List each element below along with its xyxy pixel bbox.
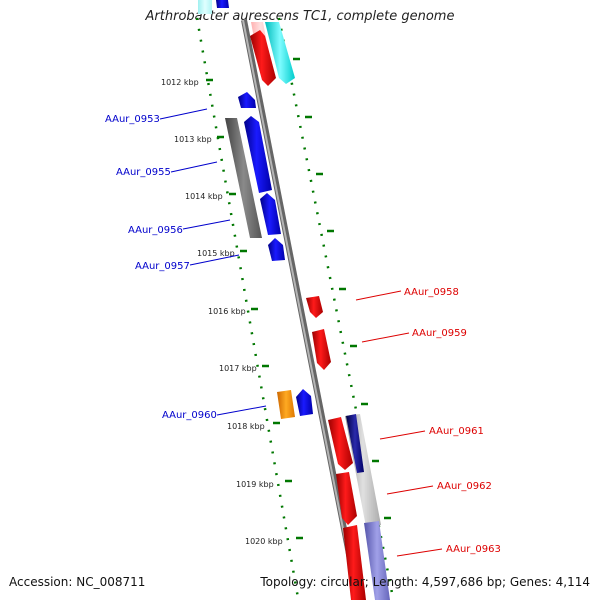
genome-summary-text: Topology: circular; Length: 4,597,686 bp… — [260, 575, 590, 589]
gene-feature-red[interactable] — [250, 30, 276, 86]
kbp-label: 1018 kbp — [227, 422, 265, 431]
kbp-label: 1013 kbp — [174, 135, 212, 144]
accession-text: Accession: NC_008711 — [9, 575, 146, 589]
kbp-label: 1020 kbp — [245, 537, 283, 546]
gene-labels: AAur_0953 AAur_0955 AAur_0956 AAur_0957 … — [105, 114, 501, 555]
gene-feature-blue[interactable] — [216, 0, 229, 8]
leader-line-AAur_0963 — [396, 548, 443, 557]
gene-label[interactable]: AAur_0958 — [404, 287, 459, 298]
gene-feature-lavender[interactable] — [364, 521, 390, 600]
leader-line-AAur_0960 — [216, 405, 267, 416]
gene-feature-navy[interactable] — [346, 414, 364, 473]
gene-AAur_0955[interactable] — [244, 116, 272, 193]
gene-label[interactable]: AAur_0960 — [162, 410, 217, 421]
leader-lines — [159, 108, 443, 557]
leader-line-AAur_0957 — [189, 254, 240, 266]
gene-label[interactable]: AAur_0959 — [412, 328, 467, 339]
gene-feature-faded-cyan[interactable] — [198, 0, 212, 14]
leader-line-AAur_0953 — [159, 108, 208, 120]
gene-AAur_0960[interactable] — [296, 389, 313, 416]
gene-label[interactable]: AAur_0957 — [135, 261, 190, 272]
map-title: Arthrobacter aurescens TC1, complete gen… — [145, 9, 455, 24]
leader-line-AAur_0962 — [386, 485, 434, 495]
gene-AAur_0953[interactable] — [238, 92, 256, 108]
gene-AAur_0959[interactable] — [312, 329, 331, 370]
kbp-label: 1016 kbp — [208, 307, 246, 316]
gene-label[interactable]: AAur_0963 — [446, 544, 501, 555]
gene-label[interactable]: AAur_0953 — [105, 114, 160, 125]
gene-AAur_0962[interactable] — [336, 472, 357, 525]
kbp-label: 1015 kbp — [197, 249, 235, 258]
kbp-ticks — [206, 57, 391, 540]
kbp-label: 1012 kbp — [161, 78, 199, 87]
kbp-label: 1014 kbp — [185, 192, 223, 201]
gene-AAur_0961[interactable] — [328, 417, 353, 470]
kbp-label: 1017 kbp — [219, 364, 257, 373]
gene-feature-orange[interactable] — [277, 390, 295, 419]
leader-line-AAur_0955 — [170, 161, 218, 173]
kbp-labels: 1012 kbp 1013 kbp 1014 kbp 1015 kbp 1016… — [161, 78, 283, 546]
leader-line-AAur_0958 — [355, 290, 402, 301]
kbp-label: 1019 kbp — [236, 480, 274, 489]
gene-AAur_0956[interactable] — [260, 193, 281, 235]
gene-AAur_0957[interactable] — [268, 238, 285, 261]
gene-label[interactable]: AAur_0962 — [437, 481, 492, 492]
gene-label[interactable]: AAur_0961 — [429, 426, 484, 437]
leader-line-AAur_0961 — [379, 430, 426, 440]
leader-line-AAur_0956 — [182, 219, 231, 230]
gene-label[interactable]: AAur_0955 — [116, 167, 171, 178]
genome-backbone-highlight — [242, 19, 358, 600]
gene-AAur_0963[interactable] — [343, 525, 366, 600]
gene-AAur_0954-gray[interactable] — [225, 118, 262, 238]
gene-label[interactable]: AAur_0956 — [128, 225, 183, 236]
leader-line-AAur_0959 — [361, 332, 410, 343]
gene-AAur_0958[interactable] — [306, 296, 323, 318]
gene-feature-cyan[interactable] — [265, 22, 295, 84]
